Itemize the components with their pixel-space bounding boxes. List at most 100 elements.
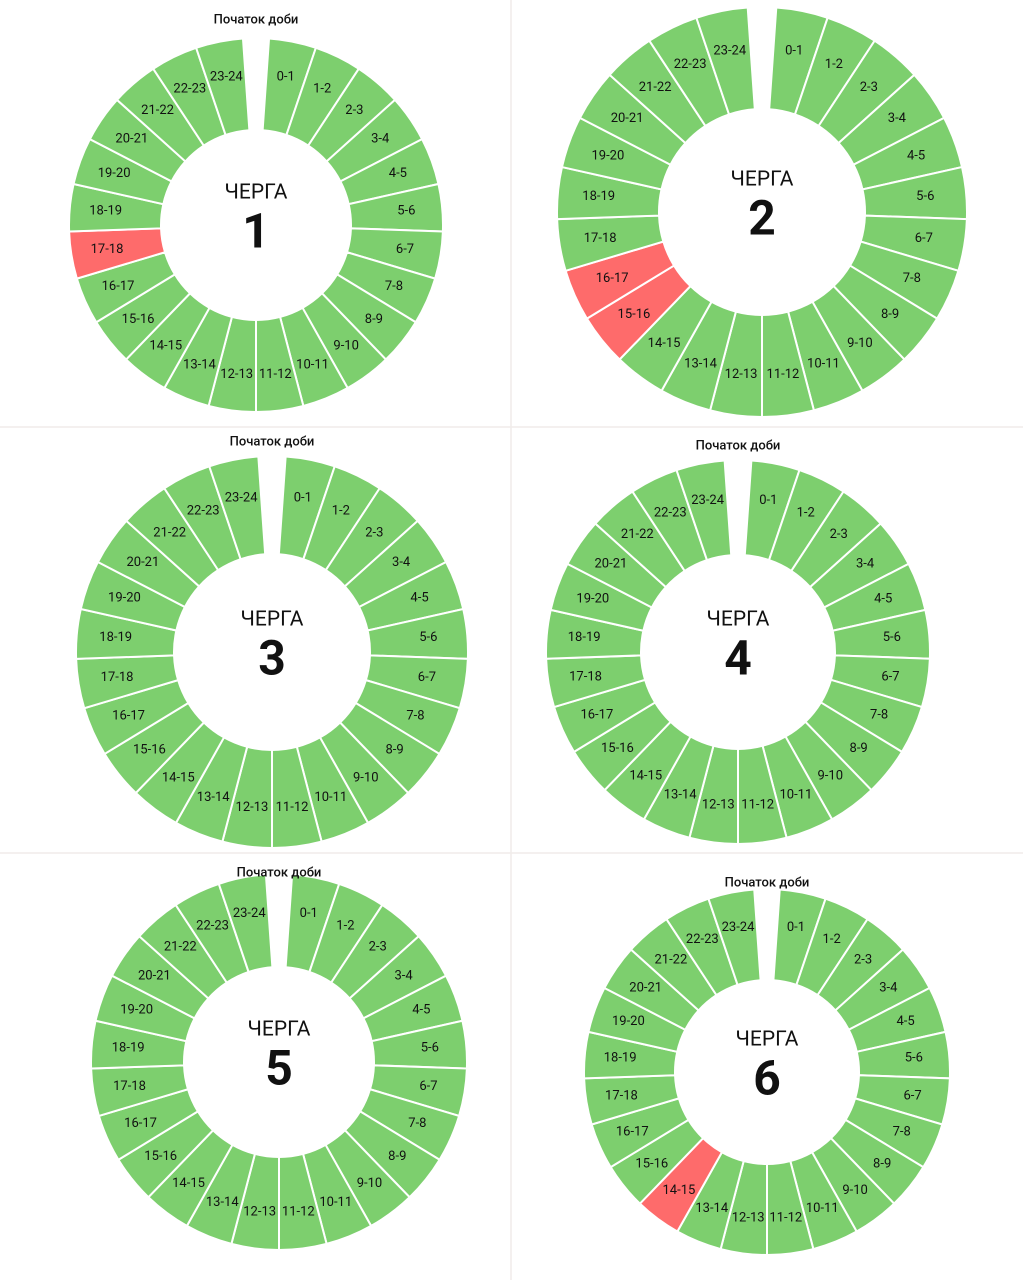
hour-segment — [707, 888, 762, 987]
hour-label: 23-24 — [713, 44, 747, 59]
hour-label: 22-23 — [674, 57, 707, 72]
hour-label: 6-7 — [881, 669, 899, 684]
hour-label: 11-12 — [276, 800, 309, 815]
queue-label: ЧЕРГА — [241, 608, 304, 632]
start-label: Початок доби — [725, 875, 810, 890]
hour-label: 0-1 — [277, 69, 295, 84]
hour-label: 17-18 — [584, 231, 617, 246]
hour-label: 22-23 — [196, 918, 229, 933]
hour-label: 13-14 — [684, 356, 718, 371]
hour-label: 15-16 — [122, 312, 155, 327]
hour-label: 14-15 — [663, 1183, 696, 1198]
hour-label: 8-9 — [385, 743, 403, 758]
hour-label: 13-14 — [183, 357, 217, 372]
hour-label: 21-22 — [639, 80, 672, 95]
hour-label: 20-21 — [629, 981, 662, 996]
hour-label: 16-17 — [580, 707, 613, 722]
hour-label: 7-8 — [406, 708, 424, 723]
hour-label: 18-19 — [89, 203, 122, 218]
hour-label: 21-22 — [621, 527, 654, 542]
hour-label: 18-19 — [568, 630, 601, 645]
hour-label: 7-8 — [903, 271, 921, 286]
hour-label: 11-12 — [282, 1205, 315, 1220]
hour-label: 0-1 — [787, 920, 805, 935]
hour-label: 3-4 — [394, 968, 413, 983]
hour-segment — [194, 37, 251, 137]
hour-label: 4-5 — [412, 1003, 430, 1018]
hour-segment — [695, 6, 756, 116]
hour-segment — [675, 459, 733, 562]
hour-label: 21-22 — [164, 940, 197, 955]
hour-label: 19-20 — [98, 166, 131, 181]
hour-label: 20-21 — [138, 968, 171, 983]
hour-label: 8-9 — [365, 312, 383, 327]
start-label: Початок доби — [230, 434, 315, 449]
hour-label: 2-3 — [860, 80, 878, 95]
hour-label: 6-7 — [396, 242, 414, 257]
hour-label: 6-7 — [903, 1088, 921, 1103]
hour-label: 13-14 — [206, 1195, 240, 1210]
hour-label: 4-5 — [896, 1014, 914, 1029]
hour-label: 5-6 — [916, 189, 934, 204]
hour-label: 22-23 — [173, 82, 206, 97]
hour-label: 20-21 — [595, 557, 628, 572]
hour-label: 4-5 — [410, 591, 428, 606]
hour-label: 10-11 — [806, 1201, 839, 1216]
hour-label: 5-6 — [419, 630, 437, 645]
hour-label: 23-24 — [225, 490, 259, 505]
hour-label: 14-15 — [149, 339, 182, 354]
hour-label: 15-16 — [635, 1157, 668, 1172]
hour-label: 20-21 — [611, 111, 644, 126]
hour-label: 8-9 — [850, 741, 868, 756]
start-label: Початок доби — [696, 438, 781, 453]
hour-label: 18-19 — [99, 630, 132, 645]
hour-label: 9-10 — [333, 339, 359, 354]
hour-label: 4-5 — [389, 166, 407, 181]
queue-label: ЧЕРГА — [731, 168, 794, 192]
hour-label: 8-9 — [881, 307, 899, 322]
hour-label: 19-20 — [120, 1003, 153, 1018]
hour-label: 15-16 — [144, 1149, 177, 1164]
hour-label: 22-23 — [686, 932, 719, 947]
hour-label: 16-17 — [112, 708, 145, 723]
hour-label: 13-14 — [695, 1201, 729, 1216]
hour-label: 5-6 — [883, 630, 901, 645]
hour-label: 6-7 — [915, 231, 933, 246]
hour-label: 23-24 — [722, 920, 756, 935]
hour-label: 11-12 — [769, 1211, 802, 1226]
hour-label: 10-11 — [296, 357, 329, 372]
hour-label: 2-3 — [830, 527, 848, 542]
hour-label: 14-15 — [629, 768, 662, 783]
hour-label: 12-13 — [236, 800, 269, 815]
hour-label: 1-2 — [313, 82, 331, 97]
hour-label: 9-10 — [818, 768, 844, 783]
hour-label: 0-1 — [294, 490, 312, 505]
hour-label: 23-24 — [233, 906, 267, 921]
hour-label: 17-18 — [605, 1088, 638, 1103]
hour-label: 6-7 — [418, 670, 436, 685]
hour-label: 5-6 — [421, 1040, 439, 1055]
hour-label: 9-10 — [847, 336, 873, 351]
hour-label: 12-13 — [702, 798, 735, 813]
hour-label: 2-3 — [345, 103, 363, 118]
hour-label: 2-3 — [854, 953, 872, 968]
hour-label: 21-22 — [153, 525, 186, 540]
hour-label: 8-9 — [388, 1149, 406, 1164]
hour-label: 17-18 — [569, 669, 602, 684]
start-label: Початок доби — [214, 12, 299, 27]
hour-label: 23-24 — [691, 493, 725, 508]
queue-number: 1 — [242, 203, 270, 260]
queue-number: 2 — [748, 190, 776, 247]
hour-label: 2-3 — [369, 940, 387, 955]
hour-label: 15-16 — [618, 307, 651, 322]
hour-label: 17-18 — [91, 242, 124, 257]
hour-label: 22-23 — [187, 503, 220, 518]
hour-label: 22-23 — [654, 506, 687, 521]
hour-label: 5-6 — [905, 1051, 923, 1066]
hour-label: 17-18 — [101, 670, 134, 685]
hour-label: 18-19 — [604, 1051, 637, 1066]
hour-label: 10-11 — [314, 790, 347, 805]
hour-label: 10-11 — [807, 356, 840, 371]
hour-label: 4-5 — [907, 148, 925, 163]
hour-label: 19-20 — [108, 591, 141, 606]
